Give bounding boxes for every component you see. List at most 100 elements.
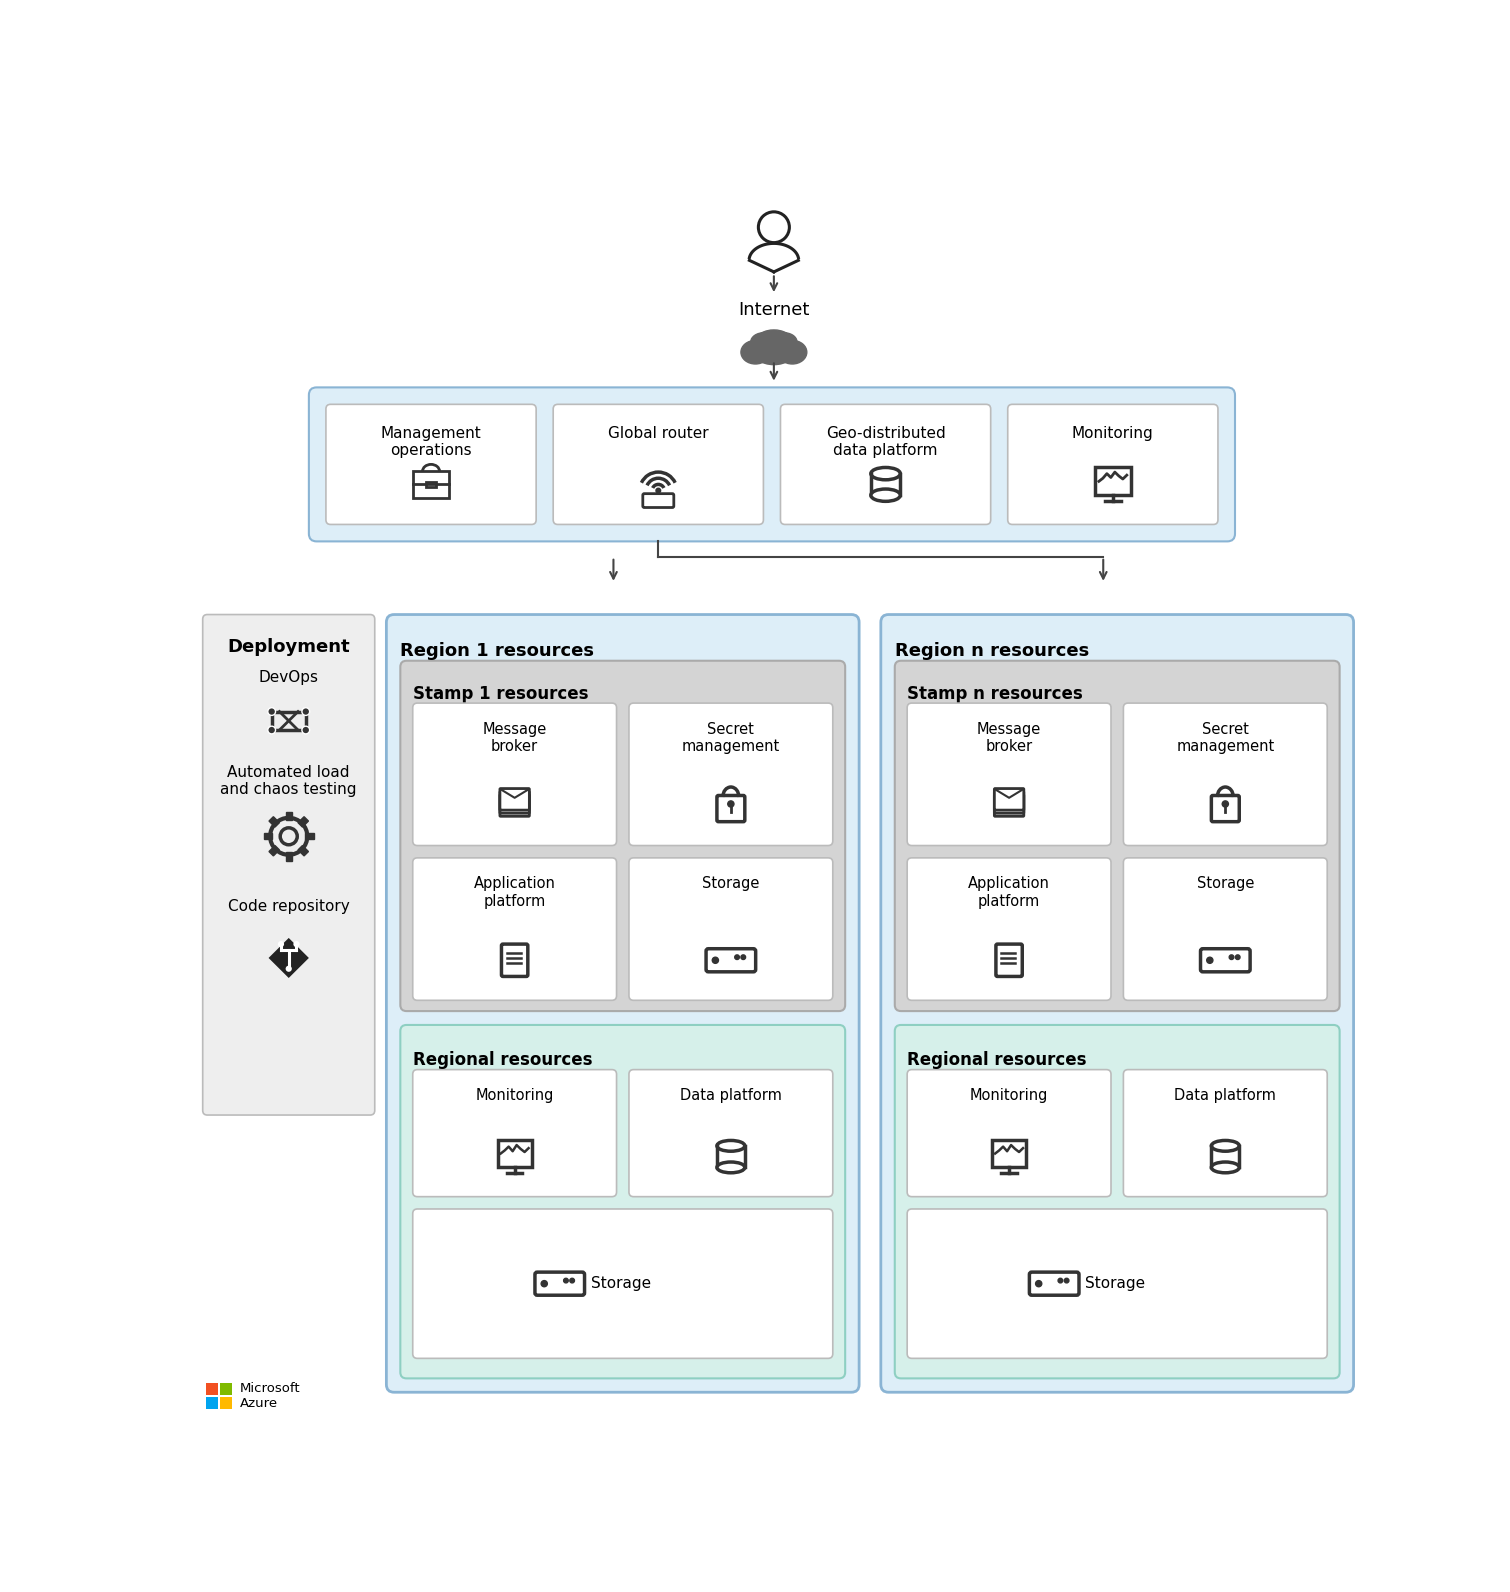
FancyBboxPatch shape xyxy=(412,704,616,845)
FancyBboxPatch shape xyxy=(630,704,834,845)
Ellipse shape xyxy=(1211,1162,1240,1173)
Text: DevOps: DevOps xyxy=(258,670,319,685)
Text: Monitoring: Monitoring xyxy=(969,1087,1048,1103)
Bar xyxy=(220,1396,233,1409)
Text: Deployment: Deployment xyxy=(228,638,350,656)
Circle shape xyxy=(1229,955,1234,960)
Text: Global router: Global router xyxy=(609,427,708,441)
Bar xyxy=(205,1396,219,1409)
Circle shape xyxy=(1059,1278,1063,1283)
FancyBboxPatch shape xyxy=(553,404,764,524)
FancyArrow shape xyxy=(264,833,272,839)
Text: Management
operations: Management operations xyxy=(381,427,482,458)
Text: Storage: Storage xyxy=(590,1277,651,1291)
Text: Code repository: Code repository xyxy=(228,899,350,914)
FancyBboxPatch shape xyxy=(1007,404,1219,524)
Ellipse shape xyxy=(750,333,779,350)
Circle shape xyxy=(655,489,661,494)
Circle shape xyxy=(1235,955,1240,960)
Text: Regional resources: Regional resources xyxy=(908,1051,1087,1070)
Text: Stamp 1 resources: Stamp 1 resources xyxy=(412,686,589,704)
Text: Storage: Storage xyxy=(1086,1277,1145,1291)
Text: Data platform: Data platform xyxy=(680,1087,782,1103)
Circle shape xyxy=(1065,1278,1069,1283)
FancyBboxPatch shape xyxy=(781,404,991,524)
FancyBboxPatch shape xyxy=(995,791,1024,814)
Bar xyxy=(1095,468,1131,495)
Bar xyxy=(205,1383,219,1395)
Text: Region 1 resources: Region 1 resources xyxy=(400,642,595,661)
Bar xyxy=(426,482,436,487)
FancyBboxPatch shape xyxy=(400,661,846,1011)
FancyBboxPatch shape xyxy=(1211,796,1240,821)
FancyBboxPatch shape xyxy=(412,858,616,1000)
FancyArrow shape xyxy=(297,845,308,856)
Ellipse shape xyxy=(741,341,770,365)
Text: Secret
management: Secret management xyxy=(681,721,781,755)
FancyBboxPatch shape xyxy=(630,858,834,1000)
FancyArrow shape xyxy=(297,817,308,826)
FancyBboxPatch shape xyxy=(908,704,1111,845)
Circle shape xyxy=(741,955,746,960)
FancyBboxPatch shape xyxy=(895,1025,1339,1379)
FancyBboxPatch shape xyxy=(717,796,744,821)
Circle shape xyxy=(278,941,284,947)
FancyBboxPatch shape xyxy=(501,944,528,976)
FancyBboxPatch shape xyxy=(908,1070,1111,1197)
Circle shape xyxy=(293,941,299,947)
Circle shape xyxy=(563,1278,568,1283)
Bar xyxy=(498,1140,532,1167)
Bar xyxy=(992,1140,1027,1167)
Bar xyxy=(414,471,448,497)
Ellipse shape xyxy=(750,331,797,365)
Bar xyxy=(220,1383,233,1395)
FancyArrow shape xyxy=(285,812,291,820)
Circle shape xyxy=(285,966,291,971)
Circle shape xyxy=(1222,801,1229,807)
Text: Region n resources: Region n resources xyxy=(895,642,1089,661)
FancyBboxPatch shape xyxy=(535,1272,584,1296)
FancyArrow shape xyxy=(305,833,314,839)
Text: Regional resources: Regional resources xyxy=(412,1051,592,1070)
Text: Automated load
and chaos testing: Automated load and chaos testing xyxy=(220,764,356,798)
Circle shape xyxy=(541,1280,547,1286)
FancyBboxPatch shape xyxy=(1123,704,1327,845)
Ellipse shape xyxy=(758,330,790,349)
Text: Storage: Storage xyxy=(1196,876,1253,892)
FancyBboxPatch shape xyxy=(908,1208,1327,1358)
Circle shape xyxy=(267,726,275,734)
Text: Message
broker: Message broker xyxy=(977,721,1042,755)
FancyBboxPatch shape xyxy=(500,794,530,817)
Text: Application
platform: Application platform xyxy=(968,876,1049,909)
Circle shape xyxy=(1036,1280,1042,1286)
FancyBboxPatch shape xyxy=(1030,1272,1080,1296)
Circle shape xyxy=(569,1278,574,1283)
FancyBboxPatch shape xyxy=(707,949,755,971)
FancyBboxPatch shape xyxy=(880,615,1353,1393)
FancyBboxPatch shape xyxy=(310,387,1235,541)
Ellipse shape xyxy=(717,1162,744,1173)
Circle shape xyxy=(302,708,310,715)
Polygon shape xyxy=(269,938,310,977)
FancyBboxPatch shape xyxy=(995,788,1024,810)
FancyBboxPatch shape xyxy=(630,1070,834,1197)
Circle shape xyxy=(728,801,734,807)
FancyBboxPatch shape xyxy=(500,791,530,814)
FancyBboxPatch shape xyxy=(908,858,1111,1000)
Text: Data platform: Data platform xyxy=(1175,1087,1276,1103)
FancyBboxPatch shape xyxy=(412,1208,834,1358)
FancyBboxPatch shape xyxy=(1123,1070,1327,1197)
Ellipse shape xyxy=(778,341,806,365)
Text: Microsoft
Azure: Microsoft Azure xyxy=(240,1382,300,1411)
FancyBboxPatch shape xyxy=(895,661,1339,1011)
Text: Storage: Storage xyxy=(702,876,760,892)
FancyBboxPatch shape xyxy=(412,1070,616,1197)
FancyArrow shape xyxy=(285,852,291,861)
Circle shape xyxy=(302,726,310,734)
Circle shape xyxy=(1206,957,1213,963)
Text: Monitoring: Monitoring xyxy=(1072,427,1154,441)
FancyBboxPatch shape xyxy=(1200,949,1250,971)
Circle shape xyxy=(267,708,275,715)
Text: Internet: Internet xyxy=(738,301,809,318)
FancyBboxPatch shape xyxy=(500,788,530,810)
